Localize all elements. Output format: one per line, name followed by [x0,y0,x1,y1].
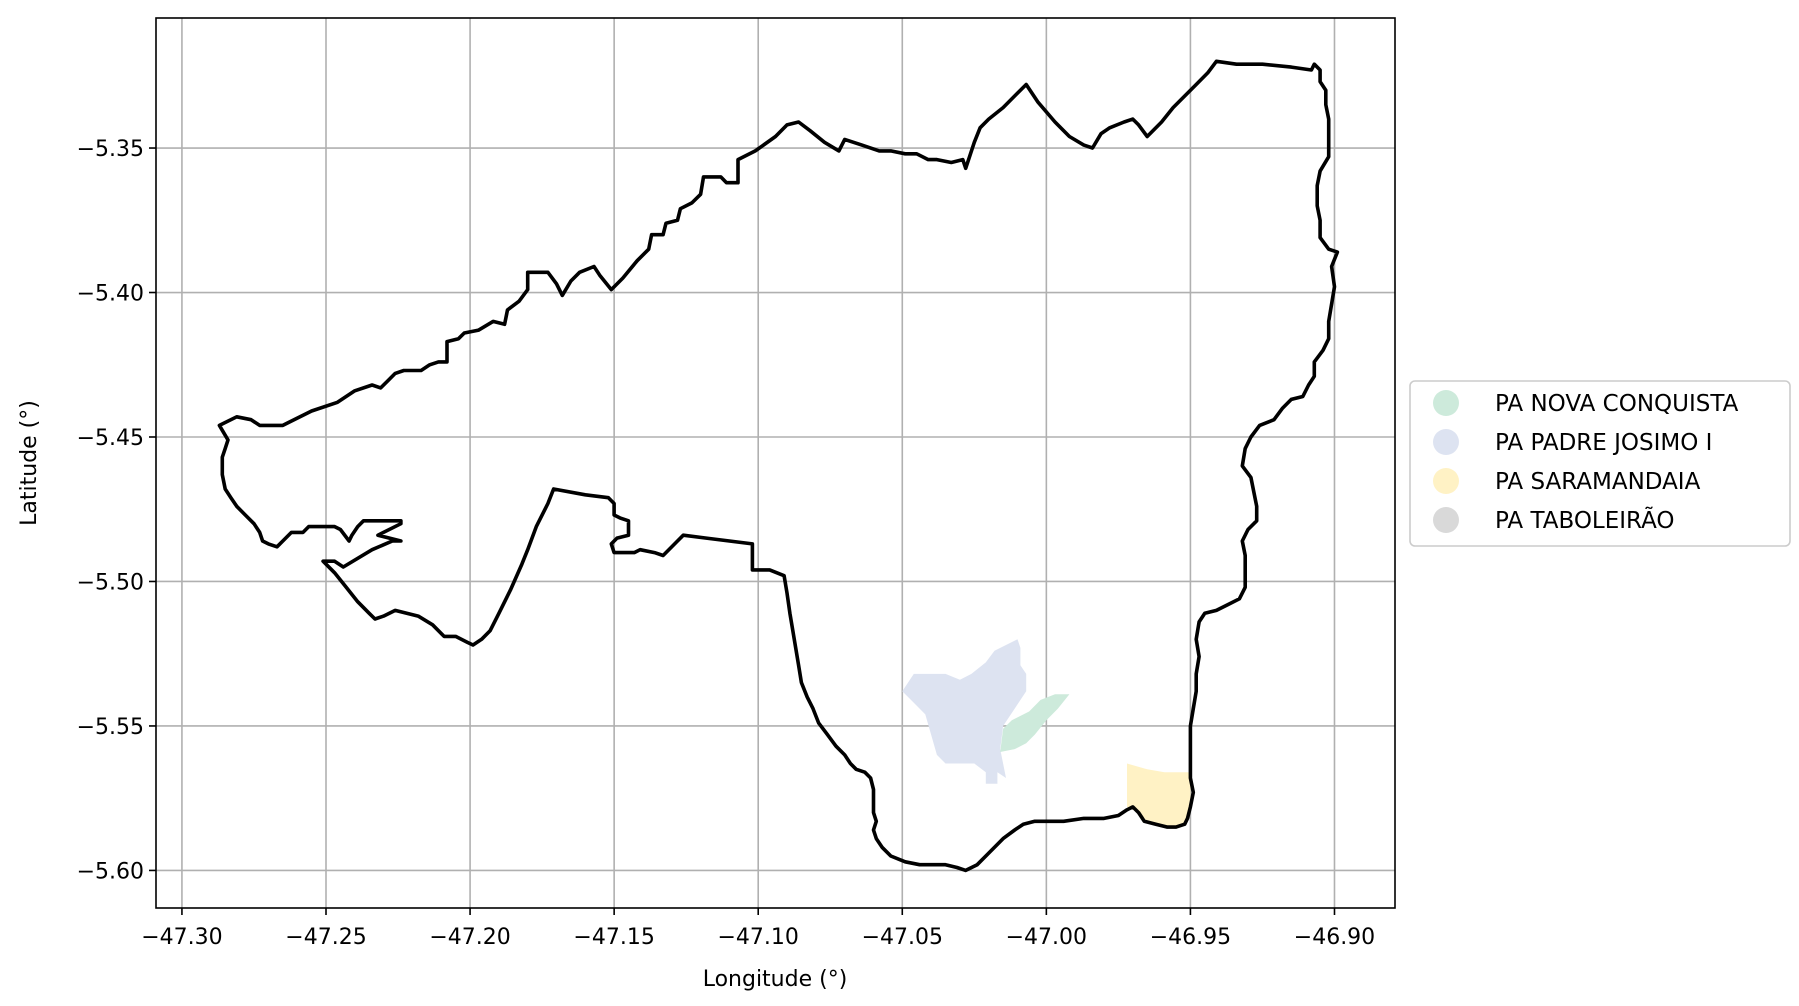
x-axis-ticks: −47.30 −47.25 −47.20 −47.15 −47.10 −47.05 −47.… [141,908,1375,950]
y-tick-label: −5.50 [77,570,144,595]
legend-marker [1433,429,1459,455]
grid [156,18,1395,908]
area-pa-padre-josimo-i [902,639,1027,784]
x-tick-label: −47.15 [573,925,654,950]
x-tick-label: −47.25 [285,925,366,950]
y-tick-label: −5.35 [77,137,144,162]
legend-marker [1433,390,1459,416]
legend-box [1409,380,1791,547]
x-tick-label: −47.05 [862,925,943,950]
y-axis-ticks: −5.35 −5.40 −5.45 −5.50 −5.55 −5.60 [77,137,156,884]
area-pa-saramandaia [1127,763,1191,828]
municipality-boundary [217,59,1340,873]
plot-frame [155,17,1396,909]
settlement-areas [902,639,1191,828]
x-tick-label: −46.95 [1150,925,1231,950]
area-pa-nova-conquista [1000,694,1070,752]
legend-label: PA PADRE JOSIMO I [1495,430,1712,456]
x-tick-label: −46.90 [1294,925,1375,950]
y-tick-label: −5.55 [77,715,144,740]
legend-label: PA SARAMANDAIA [1495,469,1701,495]
y-tick-label: −5.60 [77,859,144,884]
legend-label: PA NOVA CONQUISTA [1495,391,1739,417]
y-tick-label: −5.45 [77,426,144,451]
x-tick-label: −47.00 [1006,925,1087,950]
y-axis-title: Latitude (°) [17,400,42,526]
legend-label: PA TABOLEIRÃO [1495,506,1675,534]
y-tick-label: −5.40 [77,282,144,307]
x-tick-label: −47.10 [718,925,799,950]
legend-marker [1433,507,1459,533]
legend-marker [1433,468,1459,494]
legend: PA NOVA CONQUISTA PA PADRE JOSIMO I PA SAR… [1409,380,1791,547]
x-axis-title: Longitude (°) [703,967,848,992]
x-tick-label: −47.30 [141,925,222,950]
x-tick-label: −47.20 [429,925,510,950]
